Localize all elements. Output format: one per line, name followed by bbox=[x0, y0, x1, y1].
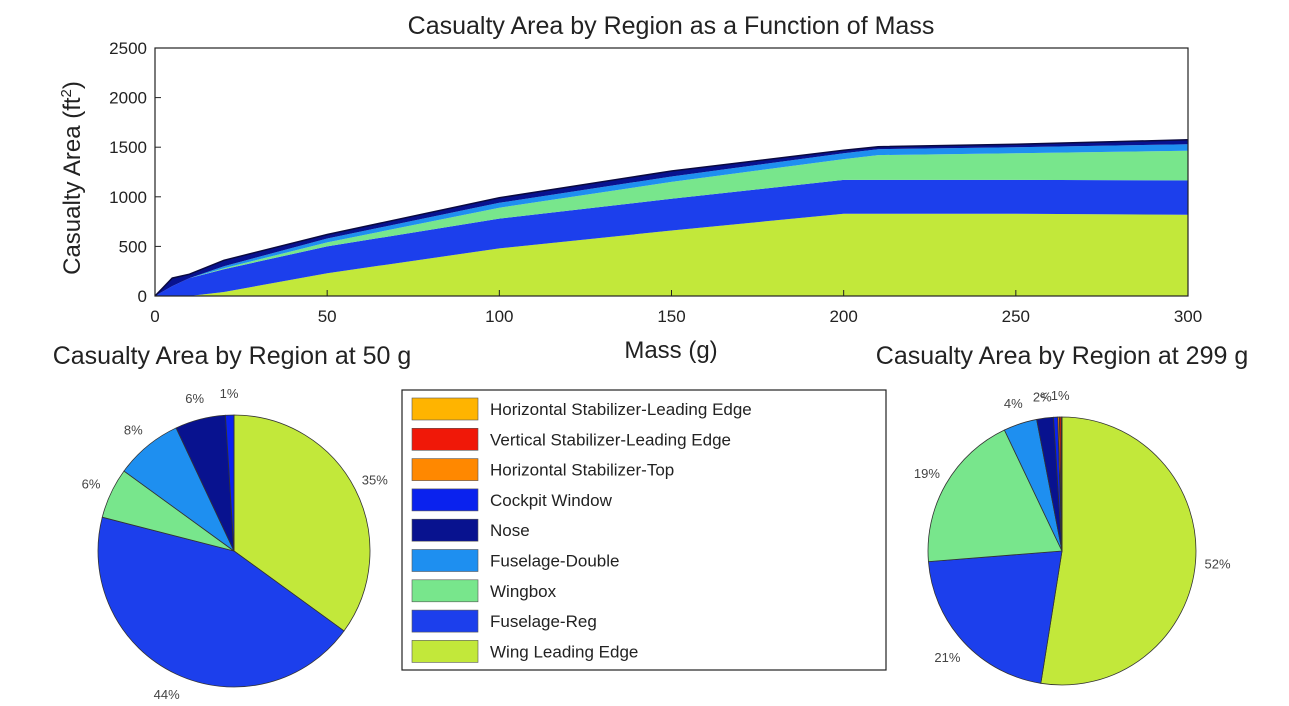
pie-50g-title: Casualty Area by Region at 50 g bbox=[53, 342, 412, 370]
legend-label-horizontal-stabilizer-top: Horizontal Stabilizer-Top bbox=[490, 461, 674, 480]
x-tick-label: 150 bbox=[657, 307, 685, 326]
pie-299g-label-wing-leading-edge: 52% bbox=[1204, 556, 1230, 571]
area-chart-title: Casualty Area by Region as a Function of… bbox=[408, 12, 935, 40]
pie-50g-slices: 35% 44% 6% 8% 6% 1% bbox=[82, 386, 389, 702]
legend-label-horizontal-stabilizer-leading-edge: Horizontal Stabilizer-Leading Edge bbox=[490, 400, 752, 419]
x-axis: 0 50 100 150 200 250 300 bbox=[150, 290, 1202, 326]
x-tick-label: 50 bbox=[318, 307, 337, 326]
pie-50g-slice-wing-leading-edge bbox=[233, 414, 371, 632]
legend-swatch-fuselage-reg bbox=[411, 609, 479, 633]
legend-swatch-fuselage-double bbox=[411, 549, 479, 572]
pie-50g-label-cockpit-window: 1% bbox=[220, 386, 239, 401]
pie-299g-slices: 52% 21% 19% 4% 2%< 1% bbox=[914, 388, 1231, 686]
y-tick-label: 2500 bbox=[109, 39, 147, 58]
legend-label-fuselage-double: Fuselage-Double bbox=[490, 552, 619, 571]
y-axis: 0 500 1000 1500 2000 2500 bbox=[109, 39, 161, 306]
y-tick-label: 1500 bbox=[109, 138, 147, 157]
pie-50g-label-wingbox: 6% bbox=[82, 477, 101, 492]
legend-items: Horizontal Stabilizer-Leading Edge Vertic… bbox=[411, 397, 752, 663]
legend-label-nose: Nose bbox=[490, 521, 530, 540]
legend-swatch-vertical-stabilizer-leading-edge bbox=[411, 427, 479, 451]
area-series-wing-leading-edge bbox=[155, 213, 1188, 296]
pie-50g-label-fuselage-double: 8% bbox=[124, 422, 143, 437]
area-layers bbox=[154, 139, 1189, 297]
pie-299g-slice-wing-leading-edge bbox=[1040, 416, 1197, 686]
y-tick-label: 500 bbox=[119, 237, 147, 256]
pie-299g-label-fuselage-reg: 21% bbox=[934, 650, 960, 665]
pie-299g-slice-fuselage-reg bbox=[927, 550, 1063, 684]
pie-299g-label-wingbox: 19% bbox=[914, 466, 940, 481]
x-tick-label: 200 bbox=[829, 307, 857, 326]
legend-label-cockpit-window: Cockpit Window bbox=[490, 491, 613, 510]
pie-299g-label-nose: 2% bbox=[1033, 389, 1052, 404]
legend-box bbox=[401, 389, 887, 671]
pie-chart-299g: Casualty Area by Region at 299 g 52% 21% 1… bbox=[876, 342, 1248, 686]
legend-swatch-wingbox bbox=[411, 579, 479, 603]
pie-50g-slice-fuselage-reg bbox=[97, 516, 345, 688]
y-tick-label: 1000 bbox=[109, 188, 147, 207]
x-tick-label: 100 bbox=[485, 307, 513, 326]
legend-label-fuselage-reg: Fuselage-Reg bbox=[490, 612, 597, 631]
y-axis-label: Casualty Area (ft2) bbox=[58, 81, 86, 275]
pie-299g-slice-wingbox bbox=[927, 429, 1063, 563]
pie-299g-label-fuselage-double: 4% bbox=[1004, 396, 1023, 411]
pie-50g-label-fuselage-reg: 44% bbox=[154, 687, 180, 702]
legend-label-vertical-stabilizer-leading-edge: Vertical Stabilizer-Leading Edge bbox=[490, 430, 731, 449]
y-tick-label: 0 bbox=[138, 287, 147, 306]
legend-swatch-cockpit-window bbox=[411, 488, 479, 512]
legend-swatch-horizontal-stabilizer-top bbox=[411, 458, 479, 481]
x-tick-label: 0 bbox=[150, 307, 159, 326]
pie-299g-slice-horizontal-stabilizer-leading-edge bbox=[1060, 416, 1063, 552]
pie-50g-label-wing-leading-edge: 35% bbox=[362, 472, 388, 487]
x-tick-label: 300 bbox=[1174, 307, 1202, 326]
legend-swatch-wing-leading-edge bbox=[411, 640, 479, 663]
area-top-outline bbox=[154, 139, 1189, 297]
legend-swatch-horizontal-stabilizer-leading-edge bbox=[411, 397, 479, 421]
pie-chart-50g: Casualty Area by Region at 50 g 35% 44% 6%… bbox=[53, 342, 412, 702]
pie-299g-label-cockpit-window: < 1% bbox=[1040, 388, 1070, 403]
x-tick-label: 250 bbox=[1002, 307, 1030, 326]
legend-label-wingbox: Wingbox bbox=[490, 582, 557, 601]
y-tick-label: 2000 bbox=[109, 89, 147, 108]
area-series-wingbox bbox=[155, 150, 1188, 296]
legend: Horizontal Stabilizer-Leading Edge Vertic… bbox=[401, 389, 887, 671]
x-axis-label: Mass (g) bbox=[624, 337, 717, 364]
area-series-fuselage-reg bbox=[155, 179, 1188, 296]
area-chart: Casualty Area by Region as a Function of… bbox=[58, 12, 1202, 364]
pie-50g-label-nose: 6% bbox=[185, 391, 204, 406]
legend-swatch-nose bbox=[411, 518, 479, 542]
pie-299g-title: Casualty Area by Region at 299 g bbox=[876, 342, 1248, 370]
legend-label-wing-leading-edge: Wing Leading Edge bbox=[490, 642, 638, 661]
pie-50g-slice-cockpit-window bbox=[225, 414, 235, 552]
